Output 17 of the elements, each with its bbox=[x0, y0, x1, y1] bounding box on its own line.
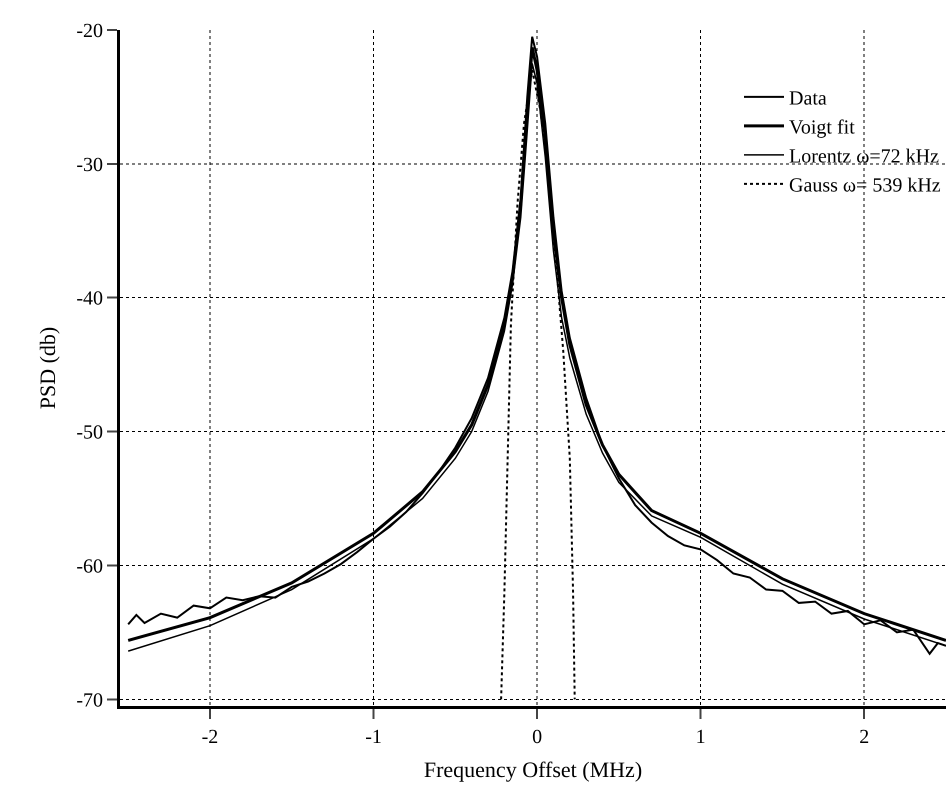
x-tick-label: 1 bbox=[696, 726, 706, 748]
y-tick-label: -30 bbox=[76, 154, 103, 176]
legend-label: Data bbox=[789, 88, 827, 110]
y-tick-label: -70 bbox=[76, 689, 103, 712]
legend-label: Gauss ω= 539 kHz bbox=[789, 174, 941, 197]
x-tick-label: 0 bbox=[532, 726, 542, 748]
x-tick-label: 2 bbox=[859, 726, 870, 748]
x-tick-label: -1 bbox=[365, 726, 382, 748]
legend-label: Lorentz ω=72 kHz bbox=[789, 146, 940, 168]
y-tick-label: -40 bbox=[76, 288, 103, 310]
y-axis-title: PSD (db) bbox=[35, 326, 60, 410]
y-tick-label: -50 bbox=[76, 422, 103, 444]
x-tick-label: -2 bbox=[202, 726, 218, 748]
x-axis-title: Frequency Offset (MHz) bbox=[424, 756, 642, 782]
y-tick-label: -20 bbox=[76, 20, 103, 42]
y-tick-label: -60 bbox=[76, 555, 103, 578]
legend-label: Voigt fit bbox=[789, 116, 856, 139]
